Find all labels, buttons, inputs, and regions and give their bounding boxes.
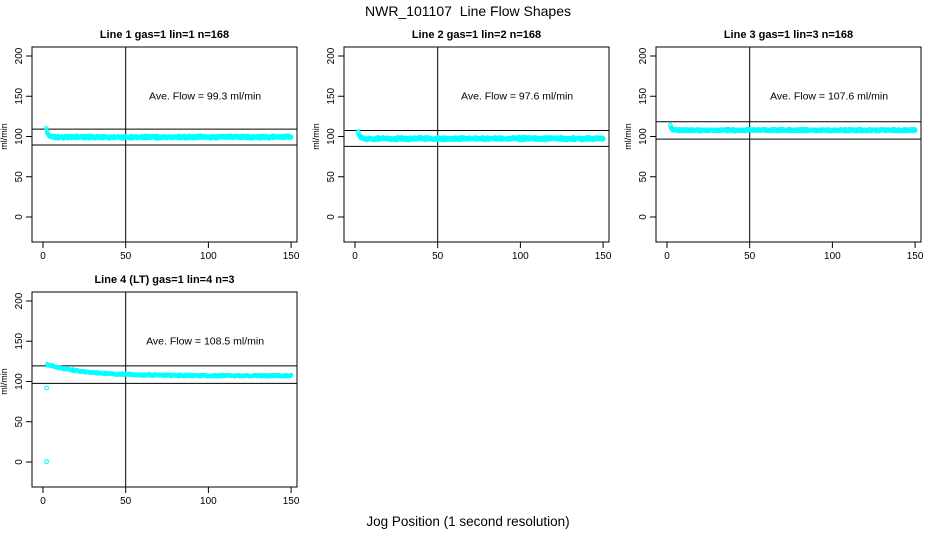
- panel-ylabel: ml/min: [624, 123, 633, 150]
- y-tick-label: 200: [14, 47, 25, 64]
- y-tick-label: 50: [638, 171, 649, 183]
- x-tick-label: 50: [432, 251, 444, 262]
- empty-cell: [312, 267, 624, 512]
- x-tick-label: 0: [40, 496, 46, 507]
- plot-box: [31, 46, 298, 243]
- x-tick-label: 150: [595, 251, 612, 262]
- panel-ylabel: ml/min: [0, 368, 9, 395]
- x-tick-label: 150: [907, 251, 924, 262]
- panel-line-1: Line 1 gas=1 lin=1 n=168 0 50 100 150 0 50 100 1…: [0, 22, 312, 267]
- data-points: [668, 122, 918, 134]
- y-tick-label: 200: [638, 47, 649, 64]
- panel-ylabel: ml/min: [0, 123, 9, 150]
- plot-box: [31, 291, 298, 488]
- ave-flow-annotation: Ave. Flow = 107.6 ml/min: [770, 90, 888, 102]
- panel-svg-3: Line 3 gas=1 lin=3 n=168 0 50 100 150 0 50 100 1…: [623, 29, 924, 262]
- data-point: [600, 137, 606, 142]
- data-point: [288, 135, 294, 140]
- panel-svg-4: Line 4 (LT) gas=1 lin=4 n=3 0 50 100 150 0 50 1…: [0, 274, 300, 507]
- panel-line-2: Line 2 gas=1 lin=2 n=168 0 50 100 150 0 50 100 1…: [311, 22, 624, 267]
- data-point: [288, 372, 294, 378]
- x-tick-label: 50: [120, 251, 132, 262]
- y-tick-label: 100: [14, 373, 25, 390]
- data-point: [356, 129, 361, 135]
- y-tick-label: 0: [14, 459, 25, 465]
- data-points: [356, 129, 606, 143]
- x-tick-label: 50: [120, 496, 132, 507]
- y-tick-label: 150: [638, 87, 649, 104]
- plot-box: [343, 46, 610, 243]
- data-point: [912, 127, 918, 132]
- outlier-point: [44, 459, 50, 465]
- y-tick-label: 150: [14, 332, 25, 349]
- outlier-point: [44, 385, 50, 391]
- figure-xlabel: Jog Position (1 second resolution): [366, 514, 570, 529]
- x-tick-label: 0: [664, 251, 670, 262]
- x-tick-label: 100: [200, 496, 217, 507]
- x-tick-label: 150: [283, 251, 300, 262]
- empty-cell: [624, 267, 936, 512]
- y-tick-label: 0: [326, 214, 337, 220]
- panel-ylabel: ml/min: [312, 123, 321, 150]
- data-points: [44, 125, 294, 141]
- y-tick-label: 100: [326, 128, 337, 145]
- x-tick-label: 100: [512, 251, 529, 262]
- panel-title: Line 2 gas=1 lin=2 n=168: [412, 29, 541, 41]
- y-tick-label: 0: [14, 214, 25, 220]
- y-tick-label: 200: [326, 47, 337, 64]
- ave-flow-annotation: Ave. Flow = 97.6 ml/min: [461, 90, 573, 102]
- y-tick-label: 150: [14, 87, 25, 104]
- y-tick-label: 50: [14, 171, 25, 183]
- y-tick-label: 150: [326, 87, 337, 104]
- ave-flow-annotation: Ave. Flow = 108.5 ml/min: [146, 335, 264, 347]
- panel-grid: Line 1 gas=1 lin=1 n=168 0 50 100 150 0 50 100 1…: [0, 22, 936, 512]
- panel-title: Line 4 (LT) gas=1 lin=4 n=3: [94, 274, 234, 286]
- ave-flow-annotation: Ave. Flow = 99.3 ml/min: [149, 90, 261, 102]
- y-tick-label: 0: [638, 214, 649, 220]
- figure-title: NWR_101107 Line Flow Shapes: [365, 3, 571, 19]
- panel-svg-2: Line 2 gas=1 lin=2 n=168 0 50 100 150 0 50 100 1…: [311, 29, 612, 262]
- data-points: [44, 362, 294, 465]
- y-tick-label: 200: [14, 292, 25, 309]
- panel-line-4: Line 4 (LT) gas=1 lin=4 n=3 0 50 100 150 0 50 1…: [0, 267, 312, 512]
- y-tick-label: 100: [638, 128, 649, 145]
- x-tick-label: 0: [352, 251, 358, 262]
- panel-title: Line 1 gas=1 lin=1 n=168: [100, 29, 229, 41]
- x-tick-label: 100: [200, 251, 217, 262]
- x-tick-label: 100: [824, 251, 841, 262]
- x-tick-label: 50: [744, 251, 756, 262]
- x-tick-label: 150: [283, 496, 300, 507]
- y-tick-label: 100: [14, 128, 25, 145]
- panel-line-3: Line 3 gas=1 lin=3 n=168 0 50 100 150 0 50 100 1…: [623, 22, 936, 267]
- x-tick-label: 0: [40, 251, 46, 262]
- y-tick-label: 50: [14, 416, 25, 428]
- panel-svg-1: Line 1 gas=1 lin=1 n=168 0 50 100 150 0 50 100 1…: [0, 29, 300, 262]
- y-tick-label: 50: [326, 171, 337, 183]
- plot-box: [655, 46, 922, 243]
- panel-title: Line 3 gas=1 lin=3 n=168: [724, 29, 853, 41]
